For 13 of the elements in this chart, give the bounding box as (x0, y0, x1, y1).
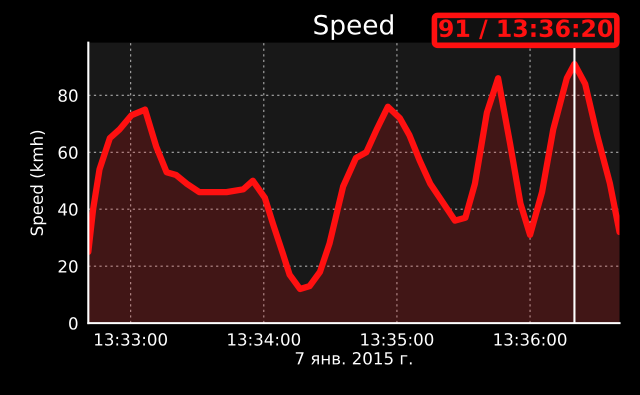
x-axis-title: 7 янв. 2015 г. (296, 352, 412, 365)
x-tick-label: 13:36:00 (494, 333, 566, 346)
annotation: 91 / 13:36:20 (439, 19, 612, 40)
x-tick-label: 13:33:00 (95, 333, 167, 346)
y-tick-label: 60 (58, 146, 78, 159)
y-tick-label: 80 (58, 89, 78, 102)
chart-title: Speed (314, 14, 393, 40)
y-tick-label: 40 (58, 203, 78, 216)
x-tick-label: 13:34:00 (228, 333, 300, 346)
y-axis-title: Speed (kmh) (30, 130, 46, 236)
y-tick-label: 0 (69, 317, 78, 330)
y-tick-label: 20 (58, 260, 78, 273)
x-tick-label: 13:35:00 (361, 333, 434, 346)
